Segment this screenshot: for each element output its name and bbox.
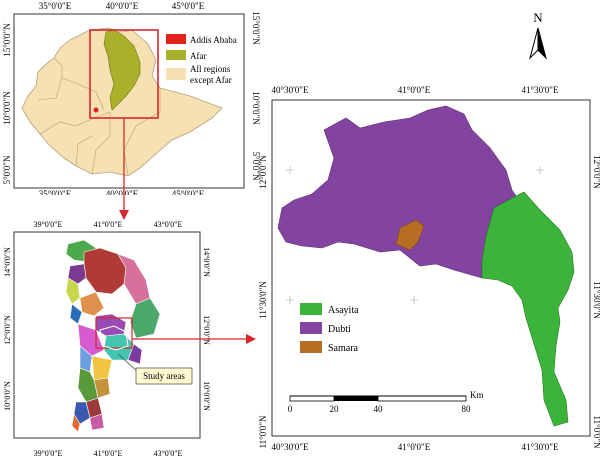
legend-swatch-afar: [166, 50, 186, 60]
lat-tick-label: 14°0'0"N: [202, 247, 211, 277]
lon-tick-label: 39°0'0"E: [34, 449, 63, 458]
legend-swatch-samara: [300, 341, 322, 353]
lon-tick-label: 41°0'0"E: [94, 449, 123, 458]
internal-region-borders: [37, 57, 161, 177]
lat-tick-label: 15°0'0"N: [2, 23, 12, 57]
ethiopia-region-shape: [21, 27, 223, 177]
study-legend: Asayita Dubti Samara: [300, 303, 359, 354]
study-area-highlight-box: [95, 317, 133, 349]
legend-label: Asayita: [328, 305, 359, 316]
lon-tick-label: 35°0'0"E: [39, 189, 72, 195]
lat-tick-label: 11°0'0"N: [592, 415, 600, 449]
lon-tick-label: 41°0'0"E: [94, 220, 123, 229]
lon-tick-label: 40°30'0"E: [272, 442, 309, 452]
lon-tick-label: 43°0'0"E: [154, 449, 183, 458]
lon-tick-label: 43°0'0"E: [154, 220, 183, 229]
callout-leader-line: [117, 353, 139, 373]
lat-tick-label: 12°0'0"N: [592, 155, 600, 189]
lon-tick-label: 41°30'0"E: [522, 442, 559, 452]
lon-tick-label: 35°0'0"E: [39, 1, 72, 11]
legend-swatch-dubti: [300, 322, 322, 334]
legend-label: Dubti: [328, 324, 351, 335]
afar-region-map: 39°0'0"E 41°0'0"E 43°0'0"E 39°0'0"E 41°0…: [3, 220, 211, 458]
lat-tick-label: 15°0'0"N: [251, 11, 261, 45]
lat-tick-label: 5°0'0"N: [251, 152, 261, 181]
lat-tick-label: 11°30'0"N: [592, 281, 600, 319]
legend-label: Samara: [328, 343, 359, 354]
legend-label: Afar: [190, 51, 207, 61]
scale-unit-label: Km: [470, 390, 484, 400]
samara-district-shape: [395, 219, 425, 251]
lat-tick-label: 11°0'0"N: [258, 415, 268, 449]
lat-tick-label: 10°0'0"N: [2, 91, 12, 125]
north-label: N: [533, 10, 543, 25]
lat-tick-label: 12°0'0"N: [258, 155, 268, 189]
legend-label: All regions: [190, 64, 231, 74]
legend-swatch-asayita: [300, 303, 322, 315]
afar-districts: [65, 239, 161, 433]
lat-tick-label: 5°0'0"N: [2, 155, 12, 184]
lat-tick-label: 14°0'0"N: [3, 247, 12, 277]
lat-tick-label: 12°0'0"N: [202, 315, 211, 345]
legend-label: except Afar: [190, 75, 232, 85]
connector-arrow-right: [132, 334, 256, 344]
lat-tick-label: 12°0'0"N: [3, 315, 12, 345]
lon-tick-label: 41°0'0"E: [398, 442, 431, 452]
legend-label: Addis Ababa: [190, 35, 237, 45]
connector-arrow-down: [119, 118, 129, 220]
lon-tick-label: 40°30'0"E: [272, 85, 309, 95]
afar-region-shape: [103, 29, 141, 111]
study-area-outline: [99, 325, 129, 351]
legend-swatch-other-regions: [166, 68, 186, 80]
lon-tick-label: 41°30'0"E: [522, 85, 559, 95]
study-area-map: 40°30'0"E 41°0'0"E 41°30'0"E 40°30'0"E 4…: [258, 85, 600, 452]
lon-tick-label: 45°0'0"E: [172, 189, 205, 195]
scale-tick-label: 0: [288, 404, 293, 414]
addis-ababa-marker: [93, 107, 99, 113]
legend-swatch-addis-ababa: [166, 34, 186, 44]
lon-tick-label: 40°0'0"E: [106, 1, 139, 11]
lat-tick-label: 11°30'0"N: [258, 281, 268, 319]
scale-tick-label: 80: [462, 404, 472, 414]
lon-tick-label: 39°0'0"E: [34, 220, 63, 229]
scale-bar: 0 20 40 80 Km: [288, 390, 484, 414]
callout-box: [135, 367, 193, 385]
lon-tick-label: 40°0'0"E: [106, 189, 139, 195]
scale-tick-label: 20: [330, 404, 340, 414]
lon-tick-label: 41°0'0"E: [398, 85, 431, 95]
lat-tick-label: 10°0'0"N: [3, 381, 12, 411]
locator-legend: Addis Ababa Afar All regions except Afar: [166, 34, 237, 85]
callout-label: Study areas: [143, 371, 185, 381]
lon-tick-label: 45°0'0"E: [172, 1, 205, 11]
asayita-district-shape: [481, 191, 575, 427]
lat-tick-label: 10°0'0"N: [202, 381, 211, 411]
north-arrow-icon: N: [529, 10, 547, 60]
scale-tick-label: 40: [374, 404, 384, 414]
dubti-district-shape: [277, 105, 517, 279]
lat-tick-label: 10°0'0"N: [251, 91, 261, 125]
